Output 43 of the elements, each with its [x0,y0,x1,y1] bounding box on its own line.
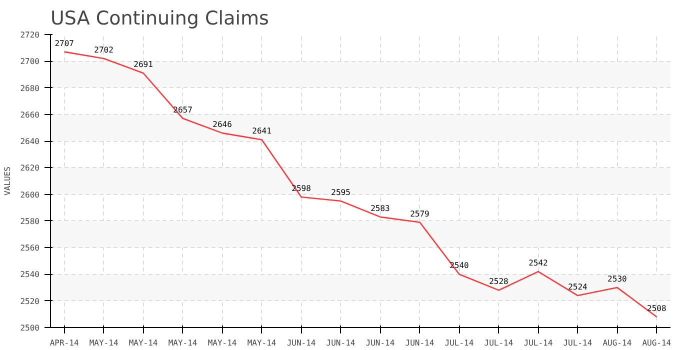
x-tick-label: MAY-14 [89,338,118,348]
data-label: 2641 [252,126,272,136]
x-tick-label: JUN-14 [286,338,316,348]
y-tick-label: 2560 [20,244,40,253]
data-label: 2542 [528,258,548,268]
y-tick-label: 2580 [20,216,40,226]
x-tick-label: MAY-14 [128,338,158,348]
data-label: 2530 [608,274,628,284]
x-tick-label: JUN-14 [326,338,356,348]
x-tick-label: JUL-14 [563,338,592,348]
x-tick-label: MAY-14 [168,338,198,348]
x-tick-label: APR-14 [50,338,79,348]
x-tick-label: AUG-14 [642,338,672,348]
data-label: 2702 [94,45,114,54]
x-tick-label: JUN-14 [405,338,434,348]
data-label: 2595 [331,188,351,197]
data-label: 2524 [568,282,588,292]
x-tick-label: MAY-14 [208,338,237,348]
y-tick-label: 2640 [20,137,40,146]
y-tick-label: 2600 [20,190,40,200]
y-tick-label: 2520 [20,296,40,306]
data-label: 2707 [54,38,74,48]
chart-title: USA Continuing Claims [50,8,269,30]
y-tick-label: 2500 [20,324,40,332]
y-tick-label: 2540 [20,270,40,280]
y-tick-label: 2620 [20,164,40,173]
x-tick-label: JUL-14 [524,338,553,348]
data-label: 2508 [647,304,666,313]
x-tick-label: AUG-14 [602,338,632,348]
data-label: 2583 [370,204,390,213]
data-label: 2579 [410,209,430,218]
y-axis-title: VALUES [3,166,12,196]
y-tick-label: 2700 [20,57,40,66]
data-label: 2646 [212,120,232,130]
data-label: 2528 [489,277,509,286]
y-tick-label: 2720 [20,30,40,40]
x-tick-label: MAY-14 [247,338,276,348]
data-label: 2691 [134,60,154,70]
y-tick-label: 2680 [20,84,40,93]
x-tick-label: JUN-14 [366,338,395,348]
x-tick-label: JUL-14 [444,338,474,348]
y-tick-label: 2660 [20,110,40,120]
x-tick-label: JUL-14 [484,338,514,348]
